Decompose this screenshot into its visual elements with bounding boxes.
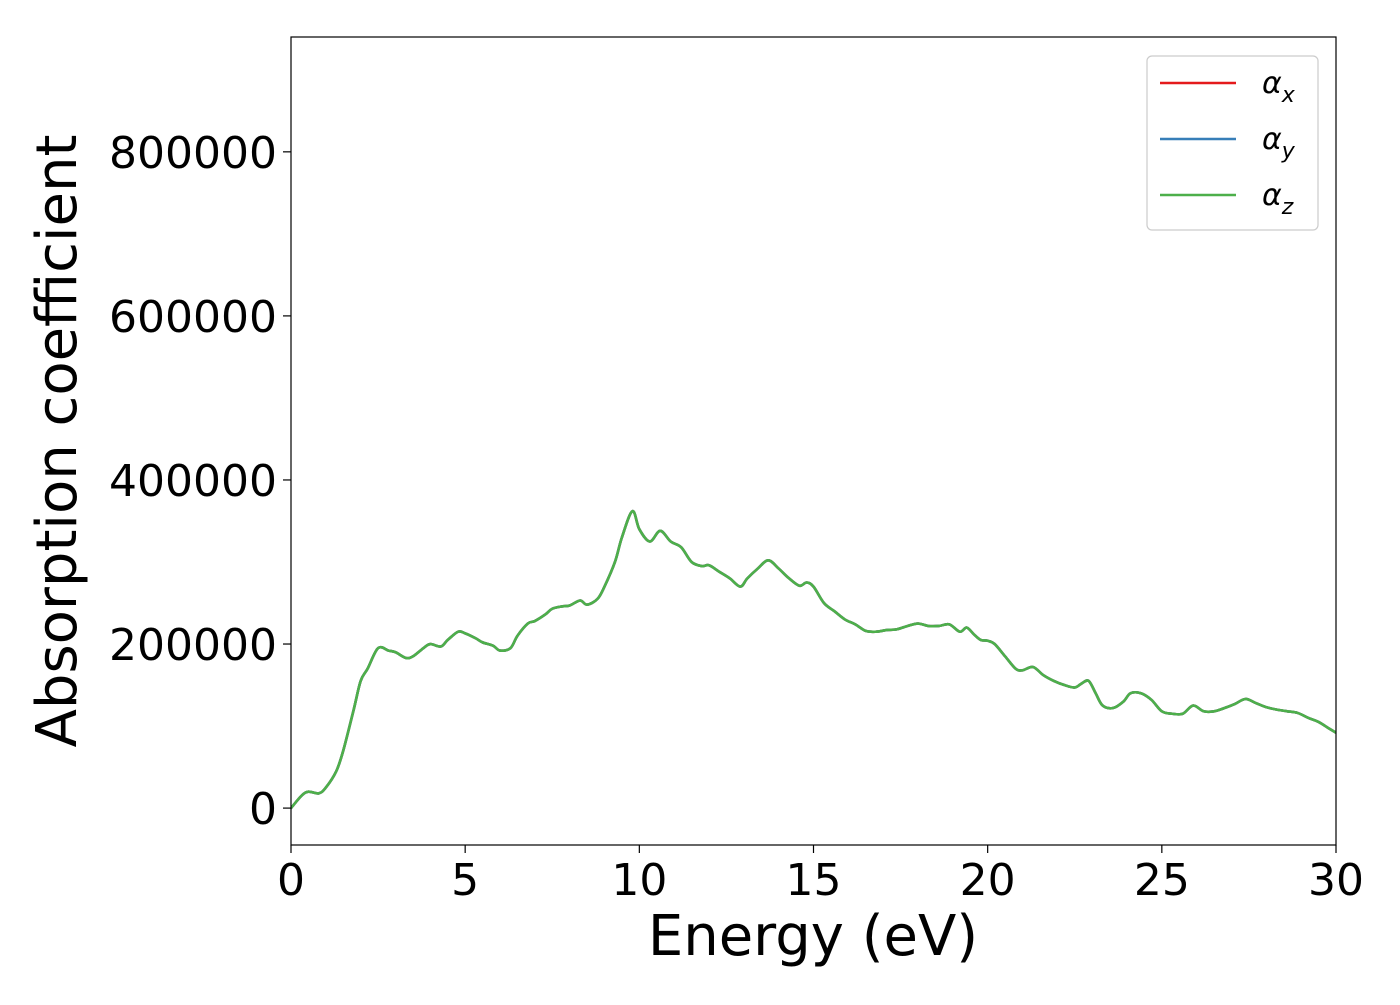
y-tick-label: 600000 <box>109 292 277 343</box>
y-axis-label: Absorption coefficient <box>25 135 90 748</box>
series-line-alpha-z <box>291 509 1336 810</box>
y-tick-label: 800000 <box>109 128 277 179</box>
legend-label: αy <box>1262 122 1296 164</box>
legend-subscript: z <box>1281 195 1294 220</box>
legend-frame <box>1146 55 1319 231</box>
legend-symbol: α <box>1262 178 1282 213</box>
legend-subscript: y <box>1281 139 1296 164</box>
legend-label: αx <box>1262 66 1296 108</box>
x-tick-label: 25 <box>1134 855 1190 906</box>
series-layer <box>291 509 1336 810</box>
y-axis-ticks: 0 200000 400000 600000 800000 <box>109 128 291 835</box>
x-axis-ticks: 0 5 10 15 20 25 30 <box>277 845 1364 906</box>
x-tick-label: 0 <box>277 855 305 906</box>
legend-subscript: x <box>1281 83 1296 108</box>
x-tick-label: 10 <box>611 855 667 906</box>
legend-symbol: α <box>1262 122 1282 157</box>
x-tick-label: 20 <box>960 855 1016 906</box>
legend-symbol: α <box>1262 66 1282 101</box>
plot-frame <box>290 36 1337 846</box>
x-tick-label: 5 <box>451 855 479 906</box>
y-tick-label: 400000 <box>109 456 277 507</box>
legend-label: αz <box>1262 178 1294 220</box>
x-axis-label: Energy (eV) <box>648 904 978 969</box>
y-tick-label: 200000 <box>109 620 277 671</box>
y-tick-label: 0 <box>249 784 277 835</box>
x-tick-label: 30 <box>1308 855 1364 906</box>
x-tick-label: 15 <box>786 855 842 906</box>
